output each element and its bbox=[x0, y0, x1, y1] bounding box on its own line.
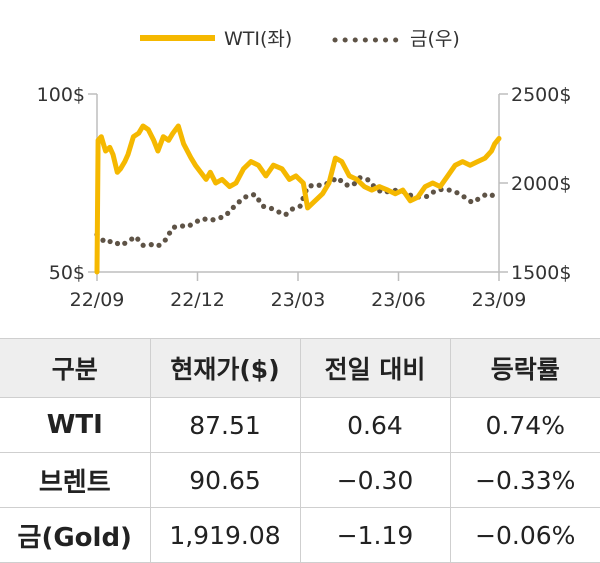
chart: WTI(좌) 금(우) 100$ 50$ 2500$ 2000$ 1500$ 22/0… bbox=[37, 28, 572, 311]
gold-point bbox=[148, 242, 154, 248]
y-right-tick-label: 2500$ bbox=[511, 84, 571, 106]
gold-point bbox=[446, 187, 452, 193]
gold-point bbox=[482, 192, 488, 198]
header-change: 전일 대비 bbox=[299, 338, 450, 398]
gold-point bbox=[114, 240, 121, 247]
gold-point bbox=[107, 238, 113, 245]
x-tick-label: 23/03 bbox=[271, 289, 326, 311]
gold-point bbox=[489, 192, 495, 198]
gold-point bbox=[256, 197, 262, 203]
chart-legend: WTI(좌) 금(우) bbox=[140, 28, 460, 50]
cell-rate: −0.33% bbox=[449, 452, 600, 508]
gold-point bbox=[129, 236, 135, 242]
cell-rate: 0.74% bbox=[449, 397, 600, 453]
gold-point bbox=[162, 237, 168, 243]
gold-point bbox=[166, 230, 173, 236]
gold-point bbox=[344, 182, 350, 188]
gold-point bbox=[261, 203, 267, 209]
cell-change: −0.30 bbox=[299, 452, 450, 508]
legend-gold-label: 금(우) bbox=[410, 28, 460, 50]
gold-point bbox=[297, 203, 303, 209]
gold-point bbox=[423, 193, 430, 200]
y-right-tick-label: 1500$ bbox=[511, 262, 571, 284]
x-tick-label: 23/06 bbox=[371, 289, 426, 311]
row-label: 금(Gold) bbox=[0, 507, 150, 563]
cell-change: −1.19 bbox=[299, 507, 450, 563]
gold-point bbox=[430, 189, 436, 195]
gold-point bbox=[268, 205, 275, 212]
gold-point bbox=[351, 181, 357, 187]
gold-point bbox=[461, 194, 467, 200]
gold-point bbox=[218, 214, 224, 221]
table-row: 브렌트 90.65 −0.30 −0.33% bbox=[0, 452, 600, 508]
gold-point bbox=[331, 177, 337, 183]
legend-wti-label: WTI(좌) bbox=[224, 28, 292, 50]
header-rate: 등락률 bbox=[449, 338, 600, 398]
row-label: WTI bbox=[0, 397, 150, 453]
cell-price: 87.51 bbox=[149, 397, 300, 453]
gold-point bbox=[468, 198, 474, 205]
gold-point bbox=[308, 183, 314, 189]
x-tick-label: 23/09 bbox=[472, 289, 527, 311]
table-row: 금(Gold) 1,919.08 −1.19 −0.06% bbox=[0, 507, 600, 563]
gold-point bbox=[122, 240, 128, 246]
gold-point bbox=[225, 210, 231, 216]
series-wti bbox=[94, 123, 502, 275]
y-left-ticks: 100$ 50$ bbox=[37, 84, 97, 284]
cell-price: 1,919.08 bbox=[149, 507, 300, 563]
y-left-tick-label: 100$ bbox=[37, 84, 85, 106]
gold-point bbox=[283, 211, 289, 217]
gold-point bbox=[243, 194, 249, 200]
x-ticks: 22/09 22/12 23/03 23/06 23/09 bbox=[70, 272, 527, 311]
gold-point bbox=[337, 177, 344, 184]
gold-point bbox=[135, 236, 141, 242]
gold-point bbox=[289, 206, 296, 212]
cell-rate: −0.06% bbox=[449, 507, 600, 563]
table-row: WTI 87.51 0.64 0.74% bbox=[0, 397, 600, 453]
cell-price: 90.65 bbox=[149, 452, 300, 508]
gold-point bbox=[454, 190, 460, 196]
price-table: 구분 현재가($) 전일 대비 등락률 WTI 87.51 0.64 0.74%… bbox=[0, 338, 600, 563]
cell-change: 0.64 bbox=[299, 397, 450, 453]
gold-point bbox=[210, 217, 216, 223]
gold-point bbox=[187, 222, 193, 228]
table-header-row: 구분 현재가($) 전일 대비 등락률 bbox=[0, 338, 600, 398]
x-tick-label: 22/12 bbox=[170, 289, 225, 311]
gold-point bbox=[276, 209, 282, 215]
gold-point bbox=[250, 192, 257, 198]
gold-point bbox=[365, 177, 371, 183]
gold-point bbox=[230, 204, 236, 211]
gold-point bbox=[171, 224, 178, 230]
gold-point bbox=[475, 196, 481, 202]
row-label: 브렌트 bbox=[0, 452, 150, 508]
gold-point bbox=[236, 199, 242, 205]
x-tick-label: 22/09 bbox=[70, 289, 125, 311]
y-right-ticks: 2500$ 2000$ 1500$ bbox=[499, 84, 571, 284]
header-category: 구분 bbox=[0, 338, 150, 398]
gold-point bbox=[316, 182, 322, 188]
gold-point bbox=[194, 218, 201, 224]
gold-point bbox=[179, 223, 186, 229]
gold-point bbox=[140, 242, 146, 248]
header-price: 현재가($) bbox=[149, 338, 300, 398]
y-right-tick-label: 2000$ bbox=[511, 173, 571, 195]
gold-point bbox=[202, 216, 208, 222]
y-left-tick-label: 50$ bbox=[49, 262, 85, 284]
gold-point bbox=[156, 242, 162, 248]
gold-point bbox=[100, 237, 106, 243]
